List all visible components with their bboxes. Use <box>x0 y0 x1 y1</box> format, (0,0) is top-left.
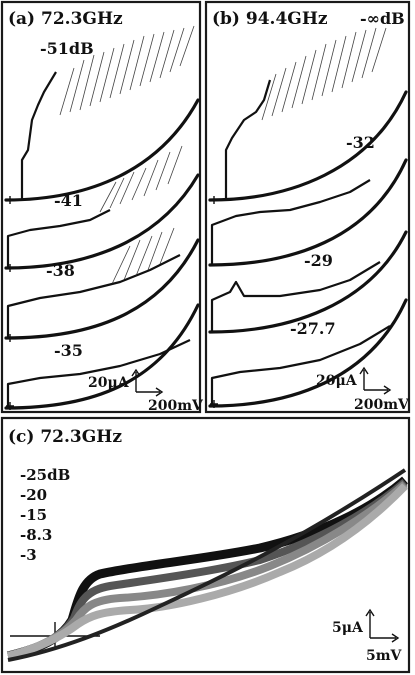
panel-a-frame <box>0 0 202 414</box>
panel-a-scale-y: 20μA <box>88 375 130 391</box>
panel-a-curve-3-envelope <box>4 238 200 340</box>
panel-a-curve-2-envelope <box>4 173 200 270</box>
panel-b-curve-2-envelope <box>208 158 408 267</box>
panel-a-curve-3-trace <box>6 254 181 338</box>
panel-b-curve-1-origin <box>210 196 218 204</box>
panel-c-legend-5: -3 <box>20 546 37 564</box>
panel-b-scale-y: 20μA <box>316 373 358 389</box>
panel-c-scalebar: 5μA 5mV <box>332 608 403 664</box>
panel-a-scale-x: 200mV <box>148 398 204 414</box>
panel-b-curve-4 <box>208 298 408 408</box>
panel-c-trace-5 <box>7 468 407 662</box>
panel-b-curve-1: -32 <box>208 27 408 204</box>
panel-a-curve-2-origin <box>6 264 14 272</box>
panel-a-curve-3-origin <box>6 334 14 342</box>
panel-a-curve-4-origin <box>6 402 14 410</box>
panel-a-label-4: -35 <box>54 341 83 360</box>
panel-b-curve-1-envelope <box>208 90 408 202</box>
panel-a: (a) 72.3GHz -51dB -41 -38 <box>0 0 204 414</box>
panel-b-curve-3: -27.7 <box>208 230 408 338</box>
panel-c-legend-4: -8.3 <box>20 526 52 544</box>
panel-b-curve-3-envelope <box>208 230 408 334</box>
panel-b-frame <box>204 0 411 414</box>
panel-a-curve-4-envelope <box>4 303 200 410</box>
panel-a-curve-3: -38 <box>4 227 200 342</box>
panel-a-curve-4-trace <box>6 339 191 408</box>
panel-c-title: (c) 72.3GHz <box>8 427 122 447</box>
panel-c-legend: -25dB -20 -15 -8.3 -3 <box>20 466 70 564</box>
panel-a-label-1: -51dB <box>40 39 94 58</box>
panel-b-title: (b) 94.4GHz <box>212 9 328 29</box>
panel-b-label-3: -29 <box>304 251 333 270</box>
panel-b-label-4: -27.7 <box>290 319 336 338</box>
panel-c-legend-3: -15 <box>20 506 47 524</box>
panel-a-curve-1-steps <box>59 25 195 116</box>
panel-a-label-2: -41 <box>54 191 83 210</box>
panel-b-curve-1-steps <box>261 27 387 121</box>
panel-b: (b) 94.4GHz -∞dB -32 -29 -27.7 <box>204 0 411 414</box>
panel-a-scale-arrows <box>131 368 164 397</box>
panel-a-label-3: -38 <box>46 261 75 280</box>
panel-a-curve-3-steps <box>111 227 175 285</box>
panel-b-curve-3-trace <box>210 261 381 332</box>
panel-a-curve-1-trace <box>20 71 57 200</box>
panel-b-label-2: -32 <box>346 133 375 152</box>
panel-a-curve-1-origin <box>6 196 14 204</box>
panel-c-scale-x: 5mV <box>366 648 403 664</box>
panel-b-curve-2: -29 <box>208 158 408 270</box>
panel-a-curve-4: -35 <box>4 303 200 410</box>
panel-b-scalebar: 20μA 200mV <box>316 366 410 413</box>
panel-c-scale-y: 5μA <box>332 620 364 636</box>
panel-a-curve-2-trace <box>6 209 111 268</box>
panel-c-legend-1: -25dB <box>20 466 70 484</box>
panel-a-curve-2: -41 <box>4 145 200 272</box>
panel-b-scale-arrows <box>359 366 392 395</box>
panel-c: (c) 72.3GHz -25dB -20 -15 -8.3 -3 5μA 5m… <box>0 416 411 674</box>
panel-c-trace-4 <box>7 483 408 660</box>
panel-a-scalebar: 20μA 200mV <box>88 368 204 414</box>
panel-a-title: (a) 72.3GHz <box>8 9 123 29</box>
panel-a-curve-2-steps <box>99 145 183 213</box>
panel-a-curve-1-envelope <box>4 98 200 202</box>
panel-a-curve-1: -51dB <box>4 25 200 204</box>
panel-b-curve-4-envelope <box>208 298 408 408</box>
panel-b-curve-2-trace <box>210 179 371 265</box>
panel-b-curve-4-trace <box>210 325 391 406</box>
panel-c-scale-arrows <box>365 608 400 643</box>
panel-c-legend-2: -20 <box>20 486 47 504</box>
panel-b-scale-x: 200mV <box>354 397 410 413</box>
panel-b-curve-1-trace <box>224 79 272 200</box>
panel-b-label-1: -∞dB <box>360 9 405 28</box>
panel-b-curve-4-origin <box>210 400 218 408</box>
